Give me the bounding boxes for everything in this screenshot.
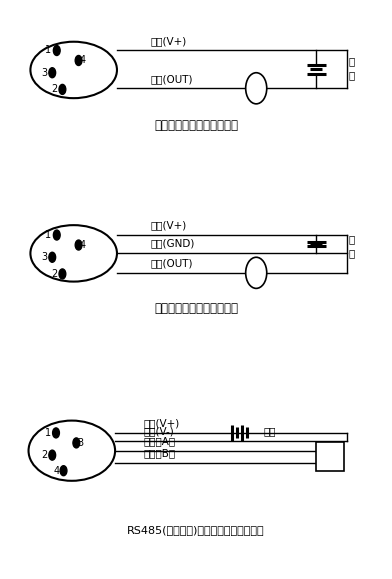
Text: A: A (252, 83, 260, 93)
Text: 4: 4 (80, 240, 86, 250)
Circle shape (49, 68, 56, 78)
Text: 蓝线(V-): 蓝线(V-) (143, 426, 174, 436)
Text: 蓝线(OUT): 蓝线(OUT) (151, 74, 193, 84)
Text: V: V (252, 268, 260, 278)
Text: 3: 3 (41, 252, 47, 262)
Circle shape (75, 56, 82, 65)
Circle shape (75, 240, 82, 250)
Text: 4: 4 (80, 56, 86, 65)
Text: 红线(V+): 红线(V+) (151, 221, 187, 230)
Text: RS485(数字信号)输出接线图（四线制）: RS485(数字信号)输出接线图（四线制） (127, 525, 265, 534)
Circle shape (73, 438, 80, 448)
Text: 白线（B）: 白线（B） (143, 449, 176, 459)
Text: 黄线(OUT): 黄线(OUT) (151, 258, 193, 269)
Text: 3: 3 (41, 68, 47, 78)
Circle shape (246, 257, 267, 288)
Text: 蓝线(GND): 蓝线(GND) (151, 239, 195, 248)
Text: PC: PC (323, 448, 337, 459)
Circle shape (246, 73, 267, 104)
Text: 2: 2 (41, 450, 47, 460)
Text: 4: 4 (54, 466, 60, 476)
Text: 红线(V+): 红线(V+) (151, 36, 187, 46)
Text: 红线(V+): 红线(V+) (143, 419, 180, 428)
Circle shape (59, 85, 66, 94)
Text: 电: 电 (348, 57, 355, 67)
Text: 2: 2 (51, 269, 57, 279)
Circle shape (53, 46, 60, 56)
Text: 1: 1 (45, 46, 51, 56)
Text: 3: 3 (78, 438, 84, 448)
Circle shape (59, 269, 66, 279)
Text: 1: 1 (45, 230, 51, 240)
Text: 1: 1 (45, 428, 51, 438)
Text: 电压输出接线图（三线制）: 电压输出接线图（三线制） (154, 302, 238, 316)
Text: 电流输出接线图（两线制）: 电流输出接线图（两线制） (154, 119, 238, 132)
Circle shape (49, 450, 56, 460)
Circle shape (60, 466, 67, 476)
Text: 2: 2 (51, 85, 57, 94)
Text: 源: 源 (348, 70, 355, 80)
Circle shape (53, 230, 60, 240)
Text: 机: 机 (327, 458, 333, 468)
Bar (316, 442, 343, 471)
Text: 电: 电 (348, 234, 355, 244)
Text: 电源: 电源 (264, 426, 276, 436)
Text: 黄线（A）: 黄线（A） (143, 436, 176, 446)
Text: 源: 源 (348, 248, 355, 258)
Circle shape (53, 428, 60, 438)
Circle shape (49, 252, 56, 262)
